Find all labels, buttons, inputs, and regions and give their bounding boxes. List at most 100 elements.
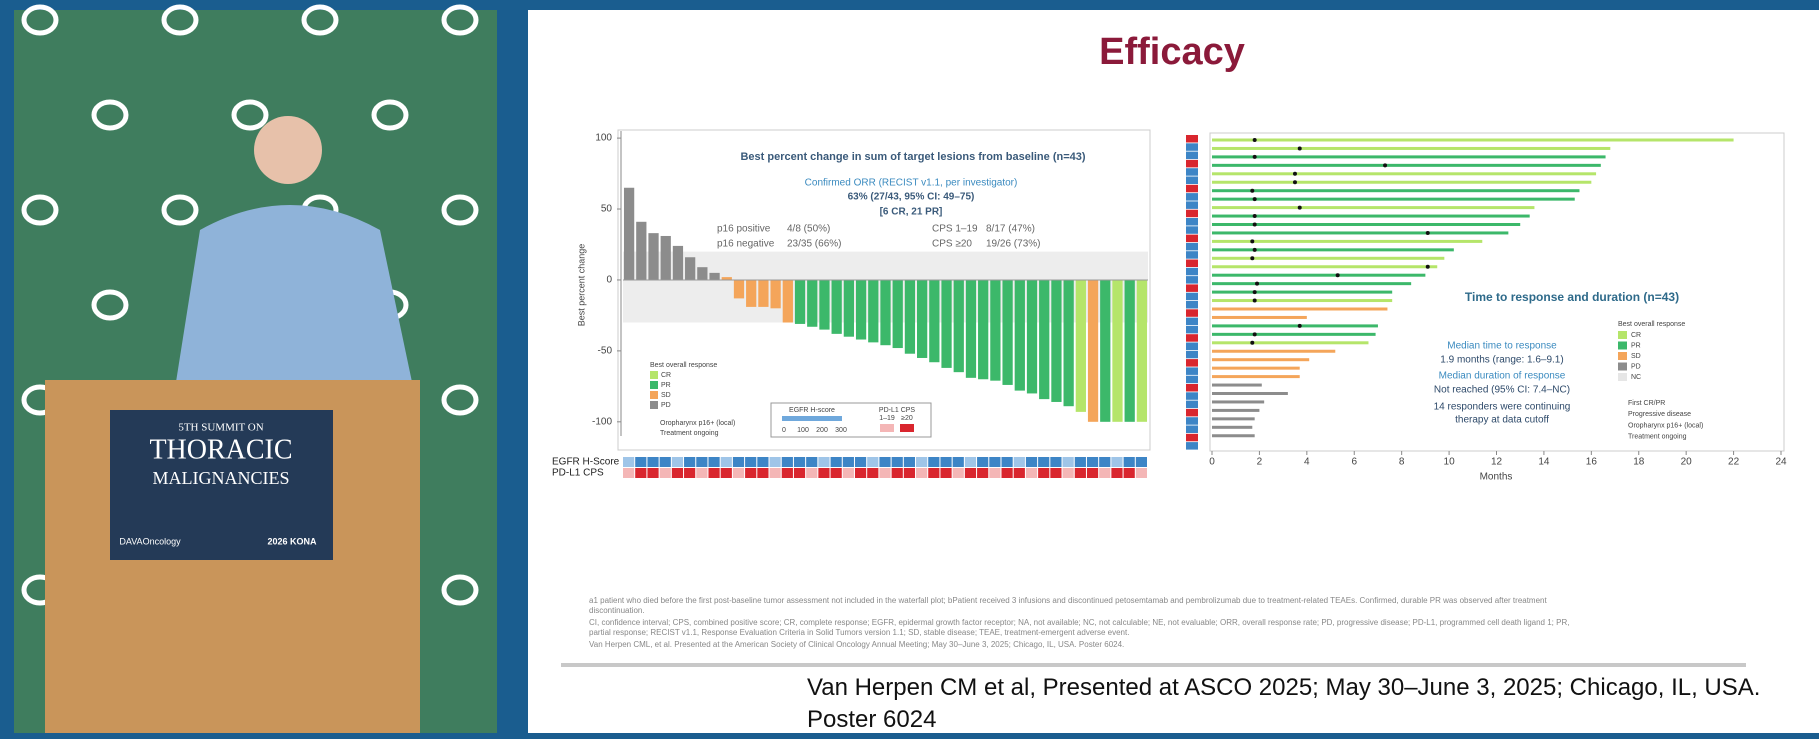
logo — [91, 289, 129, 321]
duration-bar — [1212, 358, 1310, 362]
row-strip — [1186, 442, 1198, 450]
heatmap-cell — [818, 457, 830, 467]
podium-sign — [110, 410, 333, 560]
row-strip — [1186, 367, 1198, 375]
bar — [623, 187, 635, 280]
row-strip — [1186, 325, 1198, 334]
bar — [636, 221, 647, 280]
response-marker — [1252, 222, 1257, 227]
row-strip — [1186, 433, 1198, 442]
bar — [758, 279, 769, 307]
heatmap-cell — [1062, 457, 1074, 467]
sign-logo: DAVAOncology — [119, 536, 181, 546]
heatmap-cell — [1135, 457, 1147, 467]
duration-bar — [1212, 299, 1393, 303]
legend-label: PD — [661, 402, 671, 409]
speaker-body — [170, 205, 420, 420]
bar — [672, 245, 684, 280]
response-marker — [1252, 214, 1257, 219]
heatmap-cell — [745, 468, 757, 478]
duration-bar — [1212, 146, 1611, 150]
duration-bar — [1212, 138, 1734, 142]
legend-swatch — [650, 381, 658, 389]
logo — [371, 99, 409, 131]
annotation: 63% (27/43, 95% CI: 49–75) — [848, 192, 975, 203]
row-strip — [1186, 417, 1198, 425]
legend-title: EGFR H-score — [789, 407, 835, 414]
y-tick-label: 50 — [601, 204, 613, 215]
duration-bar — [1212, 223, 1521, 226]
response-marker — [1255, 281, 1260, 286]
heatmap-cell — [903, 457, 916, 467]
legend-tick: 100 — [797, 427, 809, 434]
bar — [843, 279, 854, 337]
x-tick-label: 6 — [1351, 457, 1357, 468]
logo — [231, 99, 269, 131]
heatmap-cell — [1050, 468, 1062, 478]
annotation: 4/8 (50%) — [787, 224, 830, 235]
chart-title: Best percent change in sum of target les… — [740, 151, 1085, 163]
bar — [807, 279, 818, 327]
heatmap-cell — [1001, 457, 1013, 467]
heatmap-cell — [830, 468, 842, 478]
legend-swatch — [1618, 373, 1627, 381]
row-strip — [1186, 143, 1198, 151]
heatmap-cell — [964, 457, 977, 467]
annotation: CPS ≥20 — [932, 239, 972, 250]
bar — [892, 279, 903, 349]
row-strip — [1186, 209, 1198, 218]
heatmap-cell — [1135, 468, 1147, 478]
x-tick-label: 20 — [1681, 457, 1693, 468]
response-marker — [1252, 298, 1257, 303]
marker-legend: Progressive disease — [1628, 411, 1691, 418]
duration-bar — [1212, 206, 1535, 210]
response-marker — [1250, 239, 1255, 244]
duration-bar — [1212, 366, 1300, 370]
bar — [1014, 279, 1025, 391]
duration-bar — [1212, 214, 1530, 218]
bar — [697, 267, 708, 280]
duration-bar — [1212, 349, 1336, 353]
duration-bar — [1212, 341, 1369, 345]
heatmap-cell — [732, 457, 745, 467]
row-strip — [1186, 176, 1198, 184]
sign-text: MALIGNANCIES — [153, 468, 290, 488]
bar — [917, 279, 928, 358]
annotation: 8/17 (47%) — [986, 224, 1035, 235]
row-strip — [1186, 267, 1198, 276]
response-marker — [1292, 180, 1297, 185]
row-strip — [1186, 400, 1198, 409]
annotation: therapy at data cutoff — [1455, 415, 1549, 426]
heatmap-cell — [928, 468, 940, 478]
response-marker — [1297, 146, 1302, 151]
legend-tick: 200 — [816, 427, 828, 434]
row-strip — [1186, 234, 1198, 243]
annotation: 14 responders were continuing — [1434, 402, 1571, 413]
heatmap-cell — [879, 457, 891, 467]
duration-bar — [1212, 307, 1388, 311]
heatmap-cell — [1086, 457, 1099, 467]
duration-bar — [1212, 172, 1597, 176]
logo — [441, 4, 479, 36]
duration-bar — [1212, 392, 1288, 395]
logo — [441, 194, 479, 226]
sign-event: 2026 KONA — [267, 536, 317, 546]
heatmap-cell — [659, 457, 671, 467]
legend-tick: 0 — [782, 427, 786, 434]
bar — [794, 279, 806, 324]
row-strip — [1186, 242, 1198, 251]
annotation: 23/35 (66%) — [787, 239, 841, 250]
response-marker — [1250, 256, 1255, 261]
heatmap-cell — [1001, 468, 1013, 478]
heatmap-cell — [684, 457, 696, 467]
legend-label: 1–19 — [879, 415, 895, 422]
logo — [441, 574, 479, 606]
heatmap-cell — [1062, 468, 1074, 478]
row-strip — [1186, 226, 1198, 234]
heatmap-cell — [781, 457, 793, 467]
divider — [561, 663, 1746, 667]
row-strip — [1186, 301, 1198, 309]
row-strip — [1186, 309, 1198, 317]
chart-title: Time to response and duration (n=43) — [1465, 290, 1679, 304]
